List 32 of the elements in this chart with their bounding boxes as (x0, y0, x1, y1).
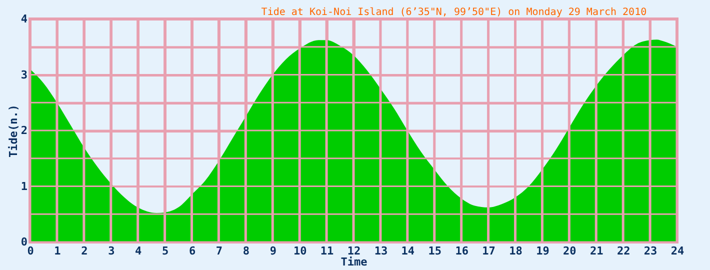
x-tick-label: 22 (616, 244, 630, 258)
x-tick-label: 10 (293, 244, 307, 258)
x-tick-label: 21 (590, 244, 604, 258)
x-tick-label: 2 (81, 244, 88, 258)
x-tick-label: 24 (670, 244, 684, 258)
y-tick-label: 3 (20, 68, 28, 82)
y-tick-label: 2 (20, 124, 28, 137)
chart-title: Tide at Koi-Noi Island (6’35"N, 99’50"E) on Monday 29 March 2010 (261, 7, 647, 18)
x-tick-label: 1 (54, 244, 62, 258)
x-tick-label: 11 (320, 244, 334, 258)
x-tick-label: 4 (135, 244, 142, 258)
x-tick-label: 18 (509, 244, 522, 258)
x-tick-label: 19 (536, 244, 550, 258)
x-axis-title: Time (340, 256, 368, 268)
x-tick-label: 9 (270, 244, 276, 258)
x-tick-label: 14 (401, 244, 415, 258)
x-tick-label: 15 (428, 244, 442, 258)
x-tick-label: 17 (482, 244, 496, 258)
x-tick-label: 6 (188, 244, 196, 258)
y-tick-label: 0 (20, 236, 28, 248)
y-axis-title: Tide(n.) (6, 104, 20, 158)
x-tick-label: 3 (108, 244, 115, 258)
y-tick-label: 1 (20, 180, 28, 193)
x-tick-label: 12 (347, 244, 361, 258)
x-tick-label: 23 (644, 244, 658, 258)
x-tick-label: 5 (162, 244, 169, 258)
x-tick-label: 7 (216, 244, 223, 258)
x-tick-label: 20 (563, 244, 576, 258)
x-tick-label: 16 (455, 244, 469, 258)
x-tick-label: 13 (374, 244, 388, 258)
y-tick-label: 4 (20, 12, 28, 26)
x-tick-label: 8 (242, 244, 250, 258)
